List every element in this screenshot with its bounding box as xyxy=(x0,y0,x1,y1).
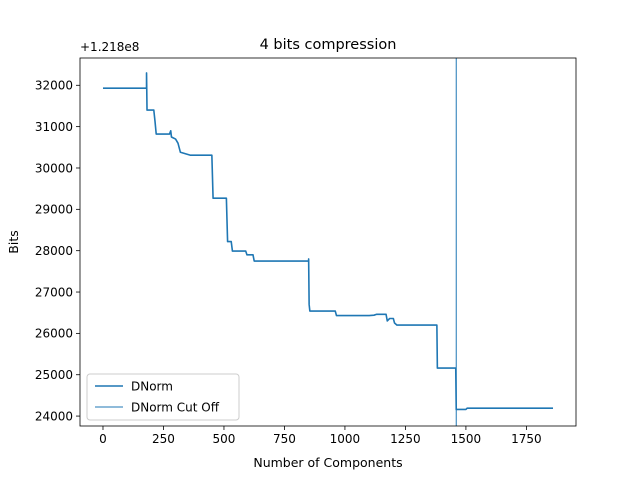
y-tick-label: 26000 xyxy=(35,327,73,341)
x-tick-label: 1500 xyxy=(451,432,482,446)
x-tick-label: 0 xyxy=(99,432,107,446)
y-tick-label: 27000 xyxy=(35,285,73,299)
plot-area xyxy=(80,58,576,426)
legend-label-cutoff: DNorm Cut Off xyxy=(131,401,220,415)
y-tick-label: 29000 xyxy=(35,203,73,217)
y-axis-label: Bits xyxy=(6,230,21,253)
y-tick-label: 24000 xyxy=(35,409,73,423)
legend: DNorm DNorm Cut Off xyxy=(86,373,240,421)
plot-frame xyxy=(79,57,577,427)
legend-label-dnorm: DNorm xyxy=(131,380,173,394)
y-tick-label: 28000 xyxy=(35,244,73,258)
x-tick-label: 250 xyxy=(152,432,175,446)
y-offset-label: +1.218e8 xyxy=(80,40,139,54)
y-tick-label: 30000 xyxy=(35,161,73,175)
y-axis: 24000 25000 26000 27000 28000 29000 30000 31000… xyxy=(35,79,80,423)
x-tick-label: 1000 xyxy=(330,432,361,446)
x-tick-label: 1250 xyxy=(390,432,421,446)
x-axis-label: Number of Components xyxy=(253,455,402,470)
chart-title: 4 bits compression xyxy=(260,37,397,53)
series-group xyxy=(102,58,554,426)
series-line-dnorm xyxy=(102,72,554,411)
x-tick-label: 500 xyxy=(213,432,236,446)
x-tick-label: 1750 xyxy=(511,432,542,446)
y-tick-label: 31000 xyxy=(35,120,73,134)
legend-box xyxy=(86,373,240,421)
x-tick-label: 750 xyxy=(273,432,296,446)
x-axis: 0 250 500 750 1000 1250 1500 1750 xyxy=(99,426,542,446)
y-tick-label: 25000 xyxy=(35,368,73,382)
y-tick-label: 32000 xyxy=(35,79,73,93)
